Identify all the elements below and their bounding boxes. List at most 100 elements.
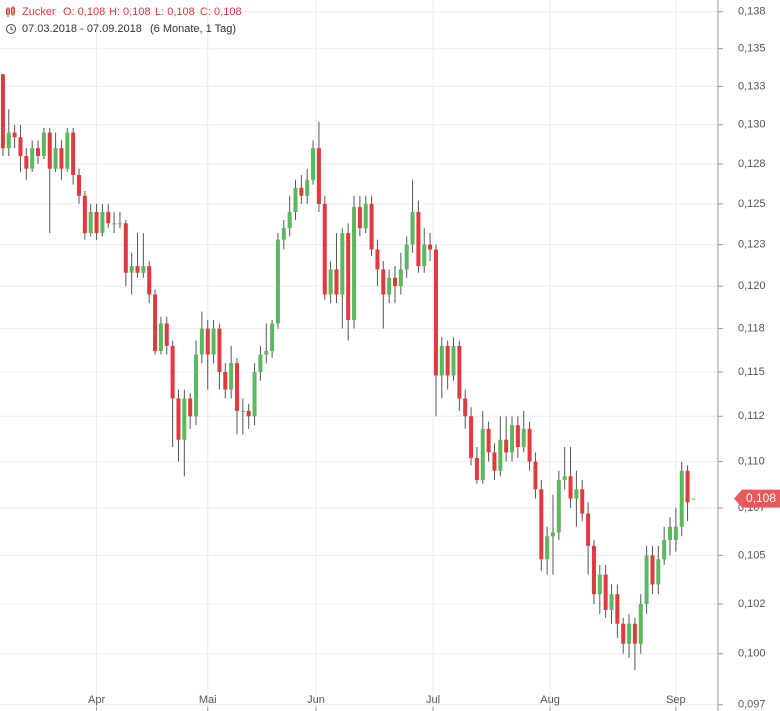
candle-body [392, 277, 397, 287]
candle-body [82, 195, 87, 234]
candle-body [36, 148, 41, 157]
candle-body [609, 594, 614, 610]
candle-body [71, 132, 76, 176]
axis: 0,138 0,135 0,133 0,130 0,128 0,125 0,123 0,120… [88, 6, 780, 711]
candle-body [463, 398, 468, 417]
candle-body [445, 345, 450, 376]
candle-body [469, 416, 474, 458]
candle-body [246, 410, 251, 417]
candle-body [112, 223, 117, 225]
date-range: 07.03.2018 - 07.09.2018 [22, 23, 142, 35]
candle-body [574, 489, 579, 499]
candle-body [53, 148, 58, 169]
candle-body [416, 211, 421, 267]
candle-body [498, 439, 503, 471]
candle-body [281, 228, 286, 240]
candle-body [650, 555, 655, 585]
candle-body [293, 187, 298, 212]
candle-body [673, 526, 678, 541]
y-tick-label: 0,120 [738, 280, 766, 292]
candle-body [170, 345, 175, 399]
y-tick-label: 0,125 [738, 198, 766, 210]
y-tick-label: 0,123 [738, 238, 766, 250]
candle-body [632, 623, 637, 644]
candle-body [369, 203, 374, 250]
candle-body [398, 269, 403, 287]
candle-body [621, 623, 626, 644]
candle-body [668, 526, 673, 541]
candle-body [685, 470, 690, 503]
candle-body [422, 244, 427, 267]
candle-body [30, 148, 35, 169]
candle-body [627, 623, 632, 644]
candle-body [457, 345, 462, 399]
candle-body [188, 398, 193, 417]
candle-body [510, 425, 515, 453]
y-tick-label: 0,115 [738, 366, 765, 378]
candle-body [387, 277, 392, 295]
candle-body [550, 532, 555, 537]
candle-icon [6, 6, 15, 17]
candle-body [240, 410, 245, 412]
y-tick-label: 0,118 [738, 323, 765, 335]
y-tick-label: 0,107 [738, 502, 766, 514]
candle-body [428, 244, 433, 250]
candle-body [504, 439, 509, 453]
candle-body [439, 345, 444, 376]
candle-body [47, 132, 52, 169]
candle-body [568, 476, 573, 499]
candle-body [381, 269, 386, 295]
candle-body [275, 239, 280, 324]
candle-body [644, 555, 649, 604]
y-tick-label: 0,128 [738, 158, 766, 170]
candle-body [100, 211, 105, 234]
candle-body [223, 371, 228, 390]
candle-body [18, 137, 23, 157]
candle-body [305, 179, 310, 196]
candle-body [357, 207, 362, 229]
candle-body [539, 489, 544, 560]
last-price-label: 0,108 [746, 491, 776, 505]
candle-body [410, 211, 415, 245]
y-tick-label: 0,130 [738, 119, 766, 131]
y-tick-label: 0,135 [738, 43, 766, 55]
last-price-badge [734, 489, 780, 508]
candle-body [76, 175, 81, 196]
candle-body [322, 203, 327, 295]
candle-body [123, 223, 128, 273]
candle-body [264, 351, 269, 355]
candle-body [545, 536, 550, 560]
candle-body [656, 559, 661, 585]
grid [0, 0, 718, 711]
candle-body [638, 603, 643, 644]
candle-body [299, 187, 304, 196]
candle-body [328, 269, 333, 295]
candle-body [521, 428, 526, 447]
candle-body [135, 266, 140, 273]
y-tick-label: 0,105 [738, 549, 766, 561]
candle-body [662, 540, 667, 560]
candle-body [88, 211, 93, 234]
candle-body [158, 323, 163, 352]
instrument-name: Zucker [22, 6, 56, 18]
y-tick-label: 0,110 [738, 455, 765, 467]
y-tick-label: 0,097 [738, 699, 766, 711]
candle-body [258, 354, 263, 372]
candle-body [586, 513, 591, 546]
candle-body [6, 132, 11, 149]
candle-body [12, 132, 17, 138]
ohlc-open: O: 0,108 [63, 6, 105, 18]
candle-body [106, 211, 111, 224]
x-tick-label: Mai [199, 694, 217, 706]
candle-body [486, 428, 491, 453]
x-tick-label: Apr [88, 694, 105, 706]
candle-body [129, 266, 134, 273]
candle-body [433, 249, 438, 376]
candle-body [164, 323, 169, 346]
candle-body [153, 294, 158, 352]
candle-body [94, 211, 99, 234]
candle-body [194, 354, 199, 417]
candle-body [147, 266, 152, 295]
candle-body [311, 148, 316, 180]
candle-body [316, 148, 321, 204]
